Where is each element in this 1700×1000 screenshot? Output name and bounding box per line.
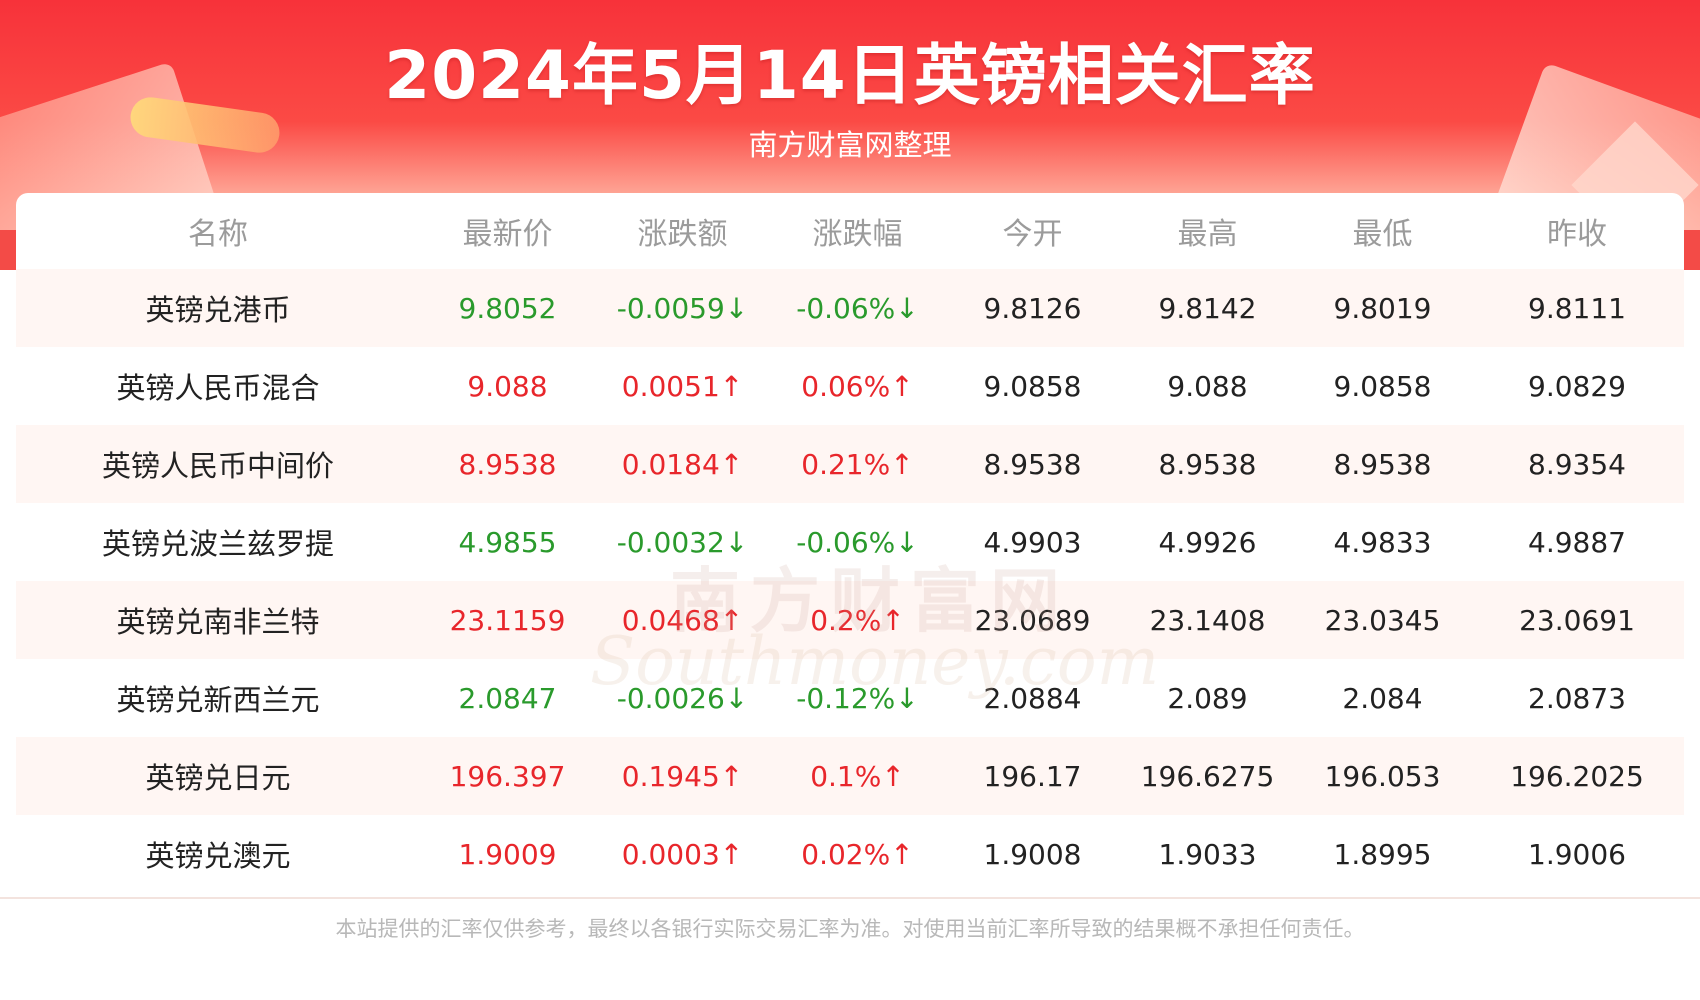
cell-high: 9.088 bbox=[1167, 369, 1248, 403]
footer-disclaimer: 本站提供的汇率仅供参考，最终以各银行实际交易汇率为准。对使用当前汇率所导致的结果… bbox=[335, 917, 1365, 941]
page-title: 2024年5月14日英镑相关汇率 bbox=[384, 37, 1316, 114]
cell-prev-close: 4.9887 bbox=[1528, 525, 1626, 559]
cell-high: 8.9538 bbox=[1158, 447, 1257, 481]
table-row: 英镑兑港币 9.8052 -0.0059↓ -0.06%↓ 9.8126 9.8… bbox=[16, 269, 1684, 347]
cell-high: 196.6275 bbox=[1140, 759, 1275, 793]
table-row: 英镑人民币中间价 8.9538 0.0184↑ 0.21%↑ 8.9538 8.… bbox=[16, 425, 1684, 503]
cell-latest: 2.0847 bbox=[458, 681, 557, 715]
column-header-change-pct: 涨跌幅 bbox=[812, 217, 903, 252]
cell-name: 英镑兑澳元 bbox=[145, 839, 291, 873]
cell-prev-close: 9.8111 bbox=[1528, 291, 1626, 325]
table-body: 英镑兑港币 9.8052 -0.0059↓ -0.06%↓ 9.8126 9.8… bbox=[16, 269, 1684, 893]
cell-open: 4.9903 bbox=[983, 525, 1082, 559]
cell-change-pct: -0.12%↓ bbox=[796, 681, 919, 715]
decorative-edge bbox=[0, 230, 16, 270]
column-header-low: 最低 bbox=[1352, 217, 1413, 252]
cell-name: 英镑兑南非兰特 bbox=[116, 605, 320, 639]
table-header: 名称 最新价 涨跌额 涨跌幅 今开 最高 最低 昨收 bbox=[16, 193, 1684, 269]
cell-high: 9.8142 bbox=[1158, 291, 1257, 325]
cell-high: 1.9033 bbox=[1158, 837, 1257, 871]
cell-name: 英镑兑新西兰元 bbox=[116, 683, 320, 717]
cell-open: 23.0689 bbox=[974, 603, 1091, 637]
decorative-edge bbox=[1684, 230, 1700, 270]
cell-low: 9.0858 bbox=[1333, 369, 1432, 403]
cell-prev-close: 196.2025 bbox=[1510, 759, 1644, 793]
cell-low: 2.084 bbox=[1342, 681, 1423, 715]
table-row: 英镑兑波兰兹罗提 4.9855 -0.0032↓ -0.06%↓ 4.9903 … bbox=[16, 503, 1684, 581]
cell-low: 196.053 bbox=[1324, 759, 1441, 793]
cell-open: 2.0884 bbox=[983, 681, 1082, 715]
cell-low: 1.8995 bbox=[1333, 837, 1432, 871]
cell-change: 0.0468↑ bbox=[621, 603, 744, 637]
cell-prev-close: 23.0691 bbox=[1519, 603, 1635, 637]
table-row: 英镑兑新西兰元 2.0847 -0.0026↓ -0.12%↓ 2.0884 2… bbox=[16, 659, 1684, 737]
cell-open: 9.0858 bbox=[983, 369, 1082, 403]
cell-latest: 8.9538 bbox=[458, 447, 557, 481]
cell-name: 英镑兑港币 bbox=[145, 293, 291, 327]
column-header-open: 今开 bbox=[1002, 217, 1063, 252]
cell-change: 0.0184↑ bbox=[621, 447, 744, 481]
column-header-change: 涨跌额 bbox=[637, 217, 728, 252]
cell-change-pct: -0.06%↓ bbox=[796, 291, 919, 325]
cell-open: 9.8126 bbox=[983, 291, 1082, 325]
cell-change: 0.0003↑ bbox=[621, 837, 744, 871]
cell-low: 9.8019 bbox=[1333, 291, 1432, 325]
cell-open: 8.9538 bbox=[983, 447, 1082, 481]
cell-latest: 1.9009 bbox=[458, 837, 557, 871]
cell-change: -0.0026↓ bbox=[616, 681, 749, 715]
cell-low: 23.0345 bbox=[1324, 603, 1441, 637]
cell-prev-close: 1.9006 bbox=[1528, 837, 1626, 871]
cell-change-pct: 0.02%↑ bbox=[801, 837, 914, 871]
cell-prev-close: 2.0873 bbox=[1528, 681, 1626, 715]
cell-change-pct: 0.06%↑ bbox=[801, 369, 914, 403]
cell-latest: 23.1159 bbox=[449, 603, 566, 637]
cell-change-pct: -0.06%↓ bbox=[796, 525, 919, 559]
cell-open: 1.9008 bbox=[983, 837, 1082, 871]
cell-change-pct: 0.21%↑ bbox=[801, 447, 914, 481]
column-header-prev-close: 昨收 bbox=[1547, 217, 1607, 252]
cell-change-pct: 0.1%↑ bbox=[810, 759, 905, 793]
column-header-latest: 最新价 bbox=[462, 217, 553, 252]
cell-change: 0.1945↑ bbox=[621, 759, 744, 793]
cell-prev-close: 9.0829 bbox=[1528, 369, 1626, 403]
column-header-name: 名称 bbox=[188, 217, 248, 252]
cell-low: 8.9538 bbox=[1333, 447, 1432, 481]
table-row: 英镑兑南非兰特 23.1159 0.0468↑ 0.2%↑ 23.0689 23… bbox=[16, 581, 1684, 659]
cell-change-pct: 0.2%↑ bbox=[810, 603, 905, 637]
cell-change: -0.0032↓ bbox=[616, 525, 749, 559]
cell-open: 196.17 bbox=[983, 759, 1082, 793]
cell-latest: 9.8052 bbox=[458, 291, 557, 325]
column-header-high: 最高 bbox=[1177, 217, 1238, 252]
footer-divider bbox=[0, 897, 1700, 899]
cell-high: 2.089 bbox=[1167, 681, 1248, 715]
rates-table: 名称 最新价 涨跌额 涨跌幅 今开 最高 最低 昨收 英镑兑港币 9.8052 … bbox=[16, 193, 1684, 898]
cell-name: 英镑人民币混合 bbox=[116, 371, 320, 405]
cell-name: 英镑兑波兰兹罗提 bbox=[101, 527, 334, 561]
cell-latest: 4.9855 bbox=[458, 525, 557, 559]
table-row: 英镑人民币混合 9.088 0.0051↑ 0.06%↑ 9.0858 9.08… bbox=[16, 347, 1684, 425]
cell-latest: 9.088 bbox=[467, 369, 548, 403]
cell-low: 4.9833 bbox=[1333, 525, 1432, 559]
cell-name: 英镑人民币中间价 bbox=[101, 449, 334, 483]
cell-high: 23.1408 bbox=[1149, 603, 1266, 637]
cell-change: 0.0051↑ bbox=[621, 369, 744, 403]
cell-change: -0.0059↓ bbox=[616, 291, 749, 325]
page-subtitle: 南方财富网整理 bbox=[748, 128, 952, 162]
cell-prev-close: 8.9354 bbox=[1528, 447, 1626, 481]
cell-latest: 196.397 bbox=[449, 759, 566, 793]
cell-high: 4.9926 bbox=[1158, 525, 1257, 559]
table-row: 英镑兑日元 196.397 0.1945↑ 0.1%↑ 196.17 196.6… bbox=[16, 737, 1684, 815]
cell-name: 英镑兑日元 bbox=[145, 761, 291, 795]
table-row: 英镑兑澳元 1.9009 0.0003↑ 0.02%↑ 1.9008 1.903… bbox=[16, 815, 1684, 893]
